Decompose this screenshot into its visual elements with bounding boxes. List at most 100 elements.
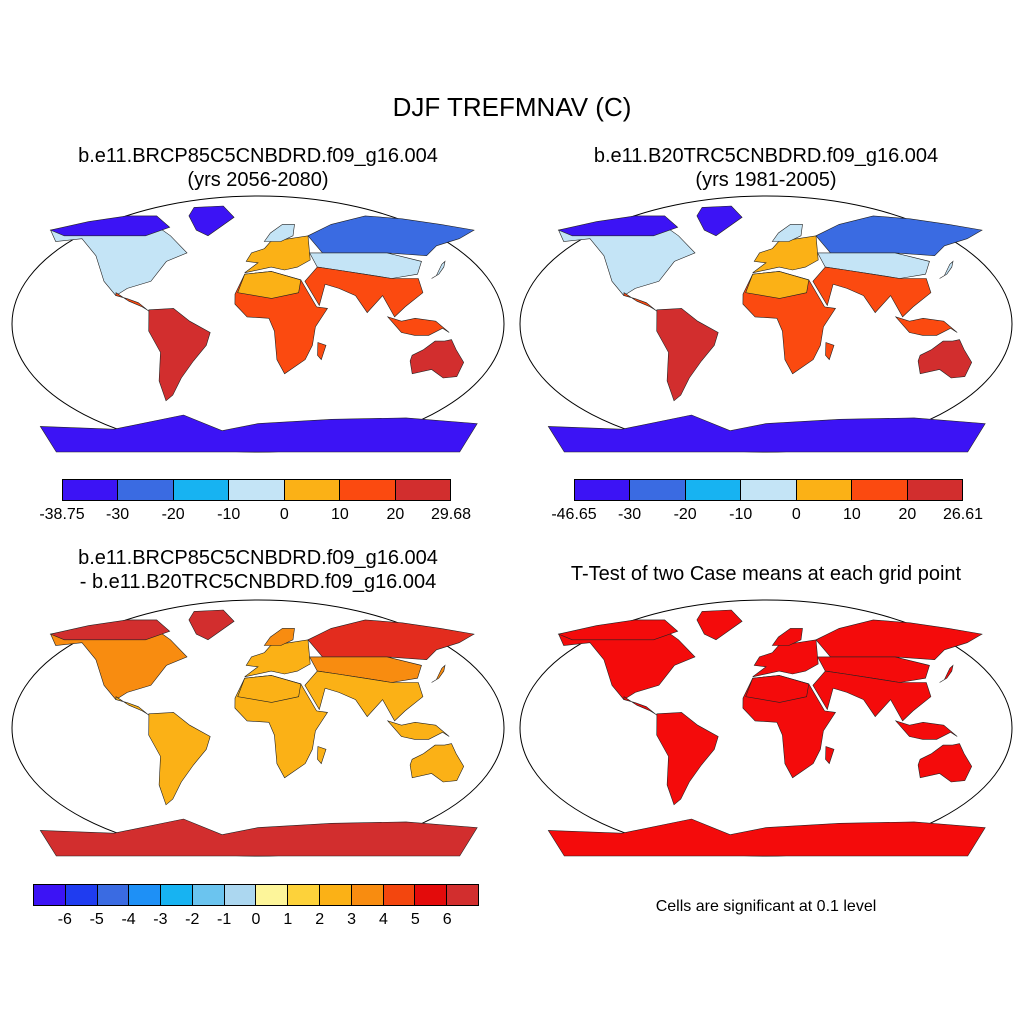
land-asia-south <box>812 266 932 318</box>
colorbar-tick-label: 0 <box>251 911 261 928</box>
land-greenland <box>696 205 743 237</box>
map-panel-1 <box>11 195 505 453</box>
map-panel-2 <box>519 195 1013 453</box>
colorbar-swatch <box>852 480 908 500</box>
significance-note: Cells are significant at 0.1 level <box>655 898 877 915</box>
colorbar-panel-2 <box>574 479 963 501</box>
land-indonesia <box>386 720 450 740</box>
land-asia-south <box>304 266 424 318</box>
colorbar-swatch <box>351 885 384 905</box>
panel-2-title-line2: (yrs 1981-2005) <box>695 169 837 191</box>
panel-1-title-line2: (yrs 2056-2080) <box>187 169 329 191</box>
colorbar-tick-label: 0 <box>279 506 289 523</box>
land-scandinavia <box>263 628 295 646</box>
colorbar-swatch <box>173 480 230 500</box>
colorbar-tick-label: 20 <box>386 506 405 523</box>
panel-3-title-line2: - b.e11.B20TRC5CNBDRD.f09_g16.004 <box>79 571 437 593</box>
colorbar-tick-label: 29.68 <box>430 506 472 523</box>
land-north-america-north <box>49 619 171 641</box>
land-japan <box>939 260 954 279</box>
land-north-america-north <box>49 215 171 237</box>
land-asia-south <box>304 670 424 722</box>
colorbar-tick-label: -1 <box>217 911 232 928</box>
land-australia <box>917 339 973 379</box>
colorbar-tick-label: -46.65 <box>551 506 597 523</box>
colorbar-swatch <box>796 480 853 500</box>
land-greenland <box>696 609 743 641</box>
colorbar-tick-label: -6 <box>57 911 72 928</box>
land-antarctica <box>547 818 986 857</box>
land-africa-north <box>237 675 302 703</box>
land-greenland <box>188 205 235 237</box>
colorbar-tick-label: -10 <box>217 506 241 523</box>
colorbar-tick-label: -20 <box>673 506 697 523</box>
land-indonesia <box>894 720 958 740</box>
colorbar-tick-label: 3 <box>347 911 357 928</box>
colorbar-swatch <box>97 885 130 905</box>
land-africa-north <box>745 675 810 703</box>
land-south-america <box>656 712 719 806</box>
colorbar-tick-label: -4 <box>121 911 136 928</box>
land-africa-north <box>237 271 302 299</box>
colorbar-tick-label: 10 <box>330 506 349 523</box>
colorbar-swatch <box>320 885 352 905</box>
colorbar-tick-label: -10 <box>729 506 753 523</box>
colorbar-swatch <box>340 480 396 500</box>
panel-2-title-line1: b.e11.B20TRC5CNBDRD.f09_g16.004 <box>593 145 939 167</box>
colorbar-swatch <box>383 885 416 905</box>
map-panel-3 <box>11 599 505 857</box>
colorbar-swatch <box>229 480 285 500</box>
panel-4-title-line1: T-Test of two Case means at each grid po… <box>570 563 962 585</box>
land-north-america-north <box>557 215 679 237</box>
map-panel-4 <box>519 599 1013 857</box>
land-australia <box>409 743 465 783</box>
colorbar-tick-label: 4 <box>378 911 388 928</box>
land-europe <box>752 639 819 678</box>
colorbar-swatch <box>34 885 66 905</box>
colorbar-tick-label: -20 <box>161 506 185 523</box>
land-greenland <box>188 609 235 641</box>
land-japan <box>431 664 446 683</box>
panel-3-title-line1: b.e11.BRCP85C5CNBDRD.f09_g16.004 <box>78 547 438 569</box>
land-south-america <box>148 308 211 402</box>
colorbar-swatch <box>65 885 98 905</box>
land-australia <box>409 339 465 379</box>
colorbar-tick-label: 0 <box>791 506 801 523</box>
panel-1-title: b.e11.BRCP85C5CNBDRD.f09_g16.004 (yrs 20… <box>8 144 508 192</box>
land-scandinavia <box>771 628 803 646</box>
land-japan <box>939 664 954 683</box>
land-japan <box>431 260 446 279</box>
land-south-america <box>148 712 211 806</box>
land-europe <box>752 235 819 274</box>
land-europe <box>244 235 311 274</box>
colorbar-swatch <box>192 885 225 905</box>
land-europe <box>244 639 311 678</box>
colorbar-panel-3 <box>33 884 479 906</box>
colorbar-tick-label: -2 <box>185 911 200 928</box>
colorbar-swatch <box>256 885 289 905</box>
land-africa-north <box>745 271 810 299</box>
panel-2-title: b.e11.B20TRC5CNBDRD.f09_g16.004 (yrs 198… <box>516 144 1016 192</box>
colorbar-swatch <box>288 885 321 905</box>
land-madagascar <box>317 746 327 765</box>
colorbar-tick-label: 26.61 <box>942 506 984 523</box>
land-madagascar <box>317 342 327 361</box>
panel-4-title: T-Test of two Case means at each grid po… <box>516 562 1016 586</box>
colorbar-tick-label: -38.75 <box>39 506 85 523</box>
colorbar-tick-label: -3 <box>153 911 168 928</box>
colorbar-swatch <box>395 480 450 500</box>
colorbar-swatch <box>741 480 797 500</box>
land-scandinavia <box>263 224 295 242</box>
colorbar-swatch <box>161 885 193 905</box>
land-antarctica <box>39 818 478 857</box>
colorbar-swatch <box>415 885 448 905</box>
land-asia-south <box>812 670 932 722</box>
colorbar-swatch <box>907 480 962 500</box>
colorbar-tick-label: 10 <box>842 506 861 523</box>
land-madagascar <box>825 342 835 361</box>
land-south-america <box>656 308 719 402</box>
colorbar-tick-label: -30 <box>618 506 642 523</box>
colorbar-swatch <box>118 480 174 500</box>
colorbar-swatch <box>129 885 162 905</box>
land-madagascar <box>825 746 835 765</box>
